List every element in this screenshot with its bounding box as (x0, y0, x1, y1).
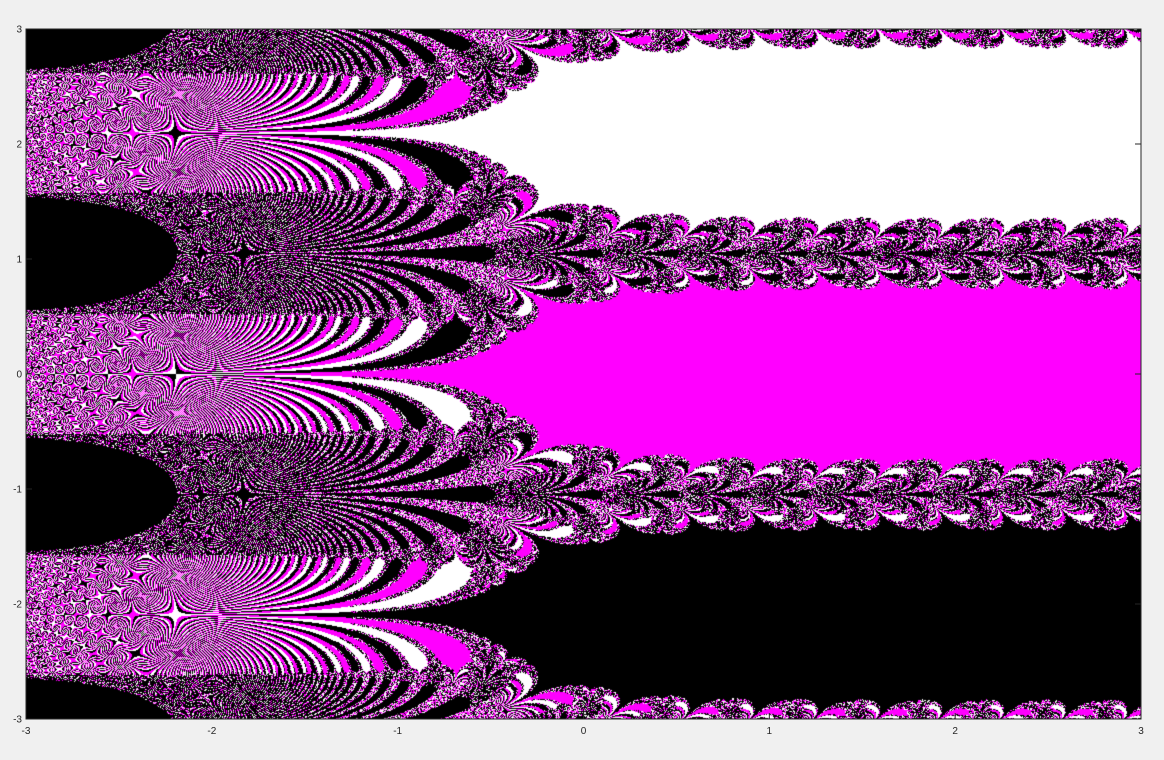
y-tick-label: -3 (13, 715, 22, 726)
x-tick-label: 3 (1138, 726, 1144, 737)
x-tick-label: -1 (393, 726, 402, 737)
y-tick-label: 2 (16, 140, 22, 151)
x-tick-label: 2 (952, 726, 958, 737)
x-tick-label: -2 (207, 726, 216, 737)
fractal-image (26, 29, 1141, 719)
basin-image (26, 29, 1141, 719)
x-tick-label: 0 (581, 726, 587, 737)
y-axis: -3 -2 -1 0 1 2 3 (13, 25, 1141, 726)
y-tick-label: -1 (13, 485, 22, 496)
y-tick-label: 0 (16, 370, 22, 381)
y-tick-label: 3 (16, 25, 22, 36)
x-tick-label: 1 (767, 726, 773, 737)
x-axis: -3 -2 -1 0 1 2 3 (22, 29, 1144, 737)
x-tick-label: -3 (22, 726, 31, 737)
y-tick-label: 1 (16, 255, 22, 266)
y-tick-label: -2 (13, 600, 22, 611)
